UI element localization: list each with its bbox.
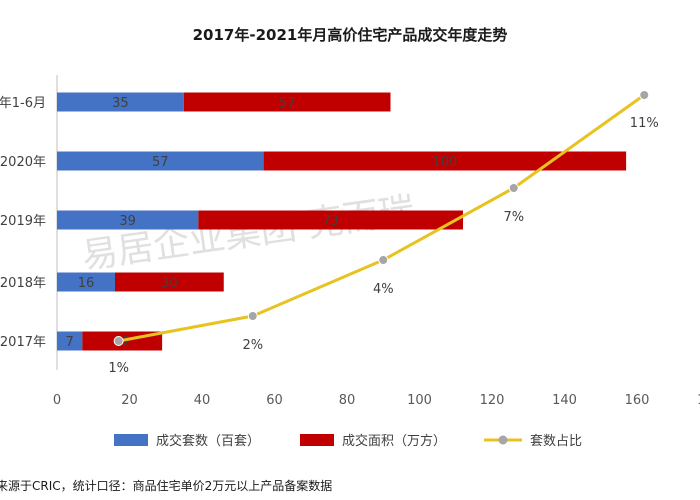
bar-label-area-1: 100 [432, 155, 457, 170]
ratio-point-3 [508, 183, 519, 193]
bar-sets-0 [57, 92, 184, 112]
bar-label-area-2: 73 [322, 214, 339, 229]
chart-title: 2017年-2021年月高价住宅产品成交年度走势 [193, 26, 508, 44]
ratio-label-1: 2% [242, 338, 263, 353]
bar-label-sets-4: 7 [66, 335, 74, 350]
bar-label-area-0: 57 [279, 96, 296, 111]
bar-label-area-3: 30 [161, 276, 178, 291]
x-tick-120: 120 [480, 393, 505, 408]
ratio-point-4 [639, 90, 650, 100]
category-label-2: 2019年 [0, 214, 46, 229]
ratio-label-4: 11% [630, 116, 659, 131]
x-tick-60: 60 [266, 393, 283, 408]
x-tick-0: 0 [53, 393, 61, 408]
bar-sets-2 [57, 210, 199, 230]
ratio-label-2: 4% [373, 282, 394, 297]
legend-label-sets: 成交套数（百套） [156, 433, 260, 449]
x-tick-80: 80 [339, 393, 356, 408]
legend-swatch-sets [114, 434, 148, 446]
category-label-4: 2017年 [0, 335, 46, 350]
bars-layer: 35575710039731630722 [57, 92, 627, 351]
bar-sets-3 [57, 272, 115, 292]
ratio-label-0: 1% [108, 361, 129, 376]
legend-swatch-area [300, 434, 334, 446]
ratio-label-3: 7% [503, 210, 524, 225]
bar-area-3 [115, 272, 224, 292]
ratio-point-1 [247, 311, 258, 321]
x-axis-ticks: 0 20 40 60 80 100 120 140 160 180 [53, 393, 700, 408]
category-label-0: 2021年1-6月 [0, 96, 46, 111]
bar-area-2 [198, 210, 463, 230]
legend-label-ratio: 套数占比 [530, 433, 582, 449]
ratio-point-2 [378, 255, 389, 265]
x-tick-20: 20 [121, 393, 138, 408]
bar-sets-4 [57, 331, 83, 351]
category-labels: 2021年1-6月 2020年 2019年 2018年 2017年 [0, 96, 46, 350]
bar-area-0 [183, 92, 391, 112]
bar-label-sets-3: 16 [78, 276, 95, 291]
legend-label-area: 成交面积（万方） [342, 433, 446, 449]
category-label-3: 2018年 [0, 276, 46, 291]
bar-sets-1 [57, 151, 264, 171]
x-tick-100: 100 [407, 393, 432, 408]
bar-label-sets-2: 39 [119, 214, 136, 229]
legend: 成交套数（百套） 成交面积（万方） 套数占比 [114, 433, 582, 449]
bar-label-sets-1: 57 [152, 155, 169, 170]
x-tick-180: 180 [697, 393, 700, 408]
bar-area-1 [263, 151, 627, 171]
x-tick-40: 40 [194, 393, 211, 408]
legend-swatch-ratio-point [498, 435, 508, 445]
x-tick-140: 140 [552, 393, 577, 408]
source-note: 来源于CRIC，统计口径：商品住宅单价2万元以上产品备案数据 [0, 478, 332, 493]
ratio-line-layer: 1% 2% 4% 7% 11% [108, 90, 659, 376]
bar-label-sets-0: 35 [112, 96, 129, 111]
x-tick-160: 160 [625, 393, 650, 408]
ratio-point-0 [113, 336, 124, 346]
category-label-1: 2020年 [0, 155, 46, 170]
